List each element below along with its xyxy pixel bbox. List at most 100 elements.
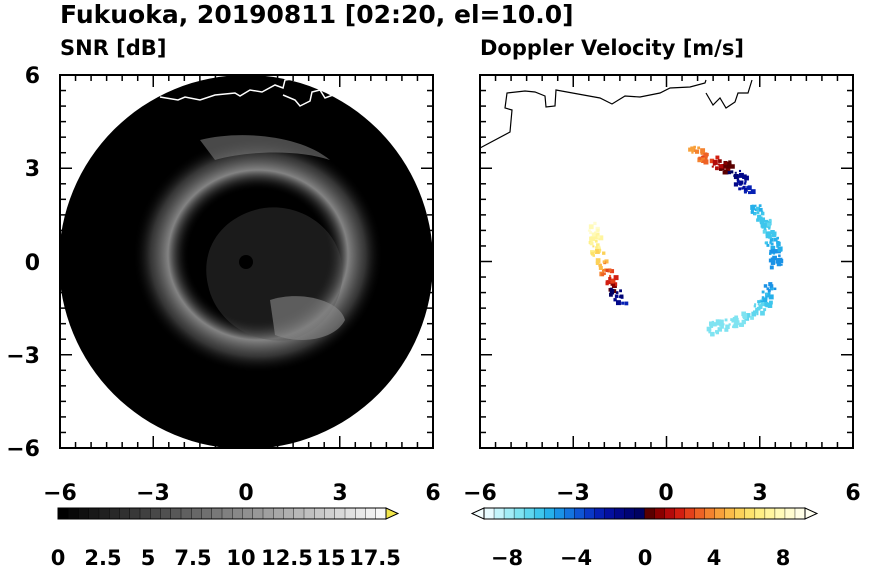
- doppler-echo-point: [610, 279, 615, 284]
- colorbar-frame: [57, 507, 387, 520]
- doppler-echo-point: [608, 276, 612, 281]
- doppler-echo-point: [734, 315, 739, 320]
- doppler-echo-point: [742, 174, 747, 180]
- doppler-echo-point: [712, 322, 717, 327]
- colorbar-swatch: [314, 507, 326, 520]
- colorbar-swatch: [724, 507, 736, 520]
- doppler-echo-point: [760, 303, 763, 307]
- doppler-echo-point: [710, 331, 715, 337]
- doppler-echo-point: [619, 294, 624, 299]
- doppler-echo-point: [772, 249, 778, 254]
- snr-colorbar-label: 15: [316, 546, 345, 570]
- doppler-echo-point: [773, 287, 777, 291]
- colorbar-swatch: [744, 507, 756, 520]
- doppler-echo-point: [757, 214, 762, 219]
- doppler-echo-point: [745, 313, 751, 318]
- colorbar-swatch: [119, 507, 131, 520]
- doppler-echo-point: [592, 245, 595, 248]
- doppler-echo-point: [777, 246, 783, 252]
- doppler-xtick-label: −3: [556, 481, 590, 506]
- doppler-echo-point: [733, 173, 739, 179]
- doppler-echo-point: [589, 231, 593, 235]
- doppler-echo-point: [734, 171, 737, 174]
- doppler-echo-point: [733, 182, 739, 187]
- snr-colorbar-label: 2.5: [84, 546, 121, 570]
- colorbar-swatch: [513, 507, 525, 520]
- doppler-echo-point: [598, 235, 604, 241]
- doppler-echo-point: [612, 283, 616, 286]
- colorbar-swatch: [191, 507, 203, 520]
- colorbar-swatch: [273, 507, 285, 520]
- doppler-echo-point: [755, 307, 758, 311]
- doppler-echo-point: [715, 166, 719, 171]
- colorbar-swatch: [754, 507, 766, 520]
- colorbar-swatch: [293, 507, 305, 520]
- doppler-echo-point: [594, 239, 598, 243]
- colorbar-extend-max: [804, 507, 819, 520]
- doppler-echo-point: [772, 255, 777, 261]
- doppler-xtick-label: 6: [845, 481, 860, 506]
- colorbar-swatch: [644, 507, 656, 520]
- doppler-echo-point: [761, 224, 767, 229]
- doppler-echo-point: [728, 323, 731, 326]
- colorbar-swatch: [543, 507, 555, 520]
- doppler-echo-point: [593, 250, 596, 253]
- doppler-echo-point: [723, 165, 727, 168]
- doppler-echo-point: [770, 242, 774, 246]
- colorbar-swatch: [98, 507, 110, 520]
- doppler-echo-point: [730, 170, 734, 174]
- doppler-echo-point: [765, 233, 771, 239]
- doppler-echo-point: [751, 206, 756, 211]
- doppler-echo-point: [738, 172, 744, 178]
- snr-ytick-label: 0: [25, 251, 40, 276]
- colorbar-swatch: [594, 507, 605, 520]
- colorbar-swatch: [160, 507, 172, 520]
- doppler-echo-point: [609, 269, 615, 274]
- doppler-echo-point: [598, 265, 603, 270]
- colorbar-swatch: [503, 507, 515, 520]
- doppler-echo-point: [761, 210, 764, 213]
- doppler-echo-point: [595, 258, 601, 263]
- snr-xtick-label: −6: [43, 481, 77, 506]
- snr-colorbar-label: 12.5: [261, 546, 313, 570]
- doppler-echo-point: [700, 148, 706, 154]
- colorbar-swatch: [574, 507, 585, 520]
- doppler-echo-point: [765, 302, 770, 308]
- doppler-echo-point: [718, 164, 724, 169]
- doppler-echo-point: [715, 319, 720, 323]
- colorbar-swatch: [68, 507, 80, 520]
- doppler-echo-point: [775, 261, 779, 264]
- doppler-echo-point: [776, 262, 781, 267]
- doppler-echo-point: [759, 219, 764, 224]
- colorbar-extend-min: [470, 507, 485, 520]
- doppler-echo-point: [761, 290, 765, 294]
- snr-panel: −6 −3 0 3 6 6 3 0 −3 −6: [6, 64, 440, 506]
- doppler-echo-point: [750, 316, 754, 320]
- colorbar-swatch: [344, 507, 356, 520]
- doppler-echo-point: [780, 263, 783, 266]
- doppler-echo-point: [741, 319, 746, 325]
- doppler-echo-point: [691, 148, 696, 153]
- doppler-plot-area: [480, 75, 853, 448]
- doppler-echo-point: [744, 180, 747, 183]
- colorbar-swatch: [283, 507, 295, 520]
- doppler-echo-point: [758, 204, 762, 208]
- doppler-echo-point: [719, 322, 724, 327]
- doppler-echo-point: [709, 321, 714, 326]
- colorbar-swatch: [734, 507, 746, 520]
- doppler-echo-point: [753, 212, 757, 216]
- doppler-echo-point: [743, 182, 747, 185]
- doppler-echo-point: [603, 272, 606, 275]
- colorbar-extend-max: [385, 507, 400, 520]
- doppler-echo-point: [613, 298, 617, 302]
- snr-panel-title: SNR [dB]: [60, 36, 167, 60]
- doppler-xtick-label: 0: [658, 481, 673, 506]
- doppler-echo-point: [726, 164, 731, 169]
- colorbar-swatch: [365, 507, 377, 520]
- doppler-echo-point: [770, 260, 776, 265]
- doppler-coastline: [479, 79, 753, 149]
- colorbar-swatch: [664, 507, 676, 520]
- doppler-echo-point: [719, 167, 723, 171]
- doppler-echo-point: [738, 169, 742, 172]
- colorbar-swatch: [794, 507, 806, 520]
